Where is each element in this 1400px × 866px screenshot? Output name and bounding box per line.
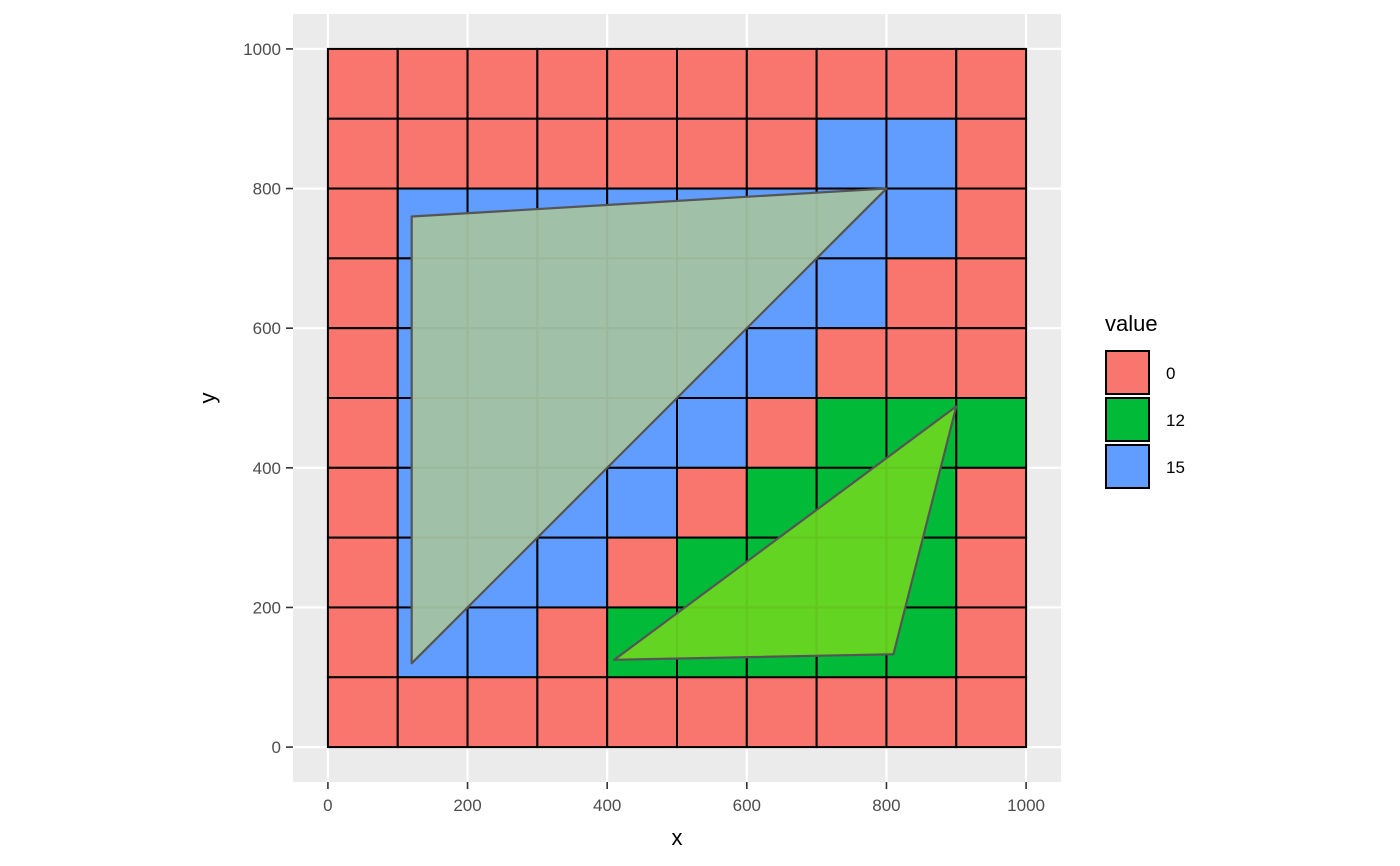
heatmap-cell bbox=[955, 47, 1028, 120]
y-axis: 0 200 400 600 800 1000 bbox=[243, 40, 293, 757]
heatmap-cell bbox=[745, 47, 818, 120]
heatmap-cell bbox=[326, 47, 399, 120]
heatmap-cell bbox=[815, 117, 888, 190]
heatmap-cell bbox=[815, 397, 888, 469]
x-tick-label: 1000 bbox=[1007, 796, 1045, 815]
heatmap-cell bbox=[326, 187, 399, 260]
heatmap-cell bbox=[466, 606, 539, 679]
legend: value 0 12 15 bbox=[1105, 311, 1185, 489]
heatmap-cell bbox=[326, 676, 399, 749]
heatmap-cell bbox=[466, 676, 539, 749]
heatmap-cell bbox=[815, 47, 888, 120]
heatmap-cell bbox=[606, 117, 679, 190]
heatmap-cell bbox=[955, 397, 1028, 469]
heatmap-cell bbox=[885, 327, 958, 400]
heatmap-cell bbox=[326, 606, 399, 679]
x-tick-label: 800 bbox=[872, 796, 900, 815]
legend-items: 0 12 15 bbox=[1105, 350, 1185, 489]
heatmap-cell bbox=[536, 536, 609, 609]
heatmap-cell bbox=[955, 327, 1028, 400]
heatmap-cell bbox=[885, 47, 958, 120]
heatmap-cell bbox=[955, 466, 1028, 539]
heatmap-cell bbox=[466, 117, 539, 190]
x-tick-label: 400 bbox=[593, 796, 621, 815]
heatmap-cell bbox=[815, 327, 888, 400]
x-axis: 0 200 400 600 800 1000 bbox=[323, 782, 1045, 815]
y-tick-label: 800 bbox=[253, 180, 281, 199]
heatmap-cell bbox=[745, 397, 818, 469]
heatmap-cell bbox=[536, 606, 609, 679]
legend-label: 0 bbox=[1166, 364, 1175, 383]
heatmap-cell bbox=[326, 327, 399, 400]
heatmap-cell bbox=[955, 536, 1028, 609]
polygon-2 bbox=[613, 405, 958, 661]
legend-key-12 bbox=[1105, 397, 1150, 442]
heatmap-cell bbox=[745, 676, 818, 749]
heatmap-cell bbox=[885, 676, 958, 749]
legend-label: 15 bbox=[1166, 458, 1185, 477]
heatmap-cell bbox=[396, 676, 469, 749]
legend-title: value bbox=[1105, 311, 1158, 336]
y-tick-label: 600 bbox=[253, 319, 281, 338]
y-axis-title: y bbox=[195, 393, 220, 404]
heatmap-cell bbox=[885, 117, 958, 190]
heatmap-cell bbox=[676, 47, 748, 120]
heatmap-cell bbox=[676, 117, 748, 190]
heatmap-cell bbox=[606, 676, 679, 749]
heatmap-cell bbox=[955, 676, 1028, 749]
y-tick-label: 1000 bbox=[243, 40, 281, 59]
heatmap-cell bbox=[536, 117, 609, 190]
heatmap-cell bbox=[676, 676, 748, 749]
polygon-overlays bbox=[410, 187, 958, 665]
x-tick-label: 0 bbox=[323, 796, 332, 815]
heatmap-cell bbox=[885, 257, 958, 330]
heatmap-cell bbox=[536, 676, 609, 749]
heatmap-cell bbox=[326, 397, 399, 469]
heatmap-cell bbox=[955, 257, 1028, 330]
x-tick-label: 600 bbox=[733, 796, 761, 815]
heatmap-cell bbox=[606, 47, 679, 120]
polygon-1 bbox=[410, 187, 888, 665]
heatmap-cell bbox=[676, 397, 748, 469]
y-tick-label: 0 bbox=[272, 738, 281, 757]
heatmap-cell bbox=[606, 466, 679, 539]
heatmap-cell bbox=[676, 466, 748, 539]
heatmap-cell bbox=[396, 47, 469, 120]
y-tick-label: 200 bbox=[253, 598, 281, 617]
legend-key-0 bbox=[1105, 350, 1150, 395]
heatmap-cell bbox=[326, 466, 399, 539]
heatmap-cell bbox=[955, 117, 1028, 190]
x-axis-title: x bbox=[672, 825, 683, 850]
heatmap-cell bbox=[396, 117, 469, 190]
x-tick-label: 200 bbox=[453, 796, 481, 815]
heatmap-cell bbox=[536, 47, 609, 120]
legend-label: 12 bbox=[1166, 411, 1185, 430]
heatmap-cell bbox=[745, 327, 818, 400]
heatmap-cell bbox=[326, 257, 399, 330]
y-tick-label: 400 bbox=[253, 459, 281, 478]
heatmap-cell bbox=[955, 606, 1028, 679]
heatmap-cell bbox=[326, 117, 399, 190]
heatmap-cell bbox=[955, 187, 1028, 260]
heatmap-cell bbox=[606, 536, 679, 609]
heatmap-cell bbox=[466, 47, 539, 120]
legend-key-15 bbox=[1105, 444, 1150, 489]
heatmap-cell bbox=[745, 117, 818, 190]
heatmap-cell bbox=[815, 257, 888, 330]
heatmap-cell bbox=[885, 187, 958, 260]
heatmap-cell bbox=[815, 676, 888, 749]
heatmap-cell bbox=[326, 536, 399, 609]
